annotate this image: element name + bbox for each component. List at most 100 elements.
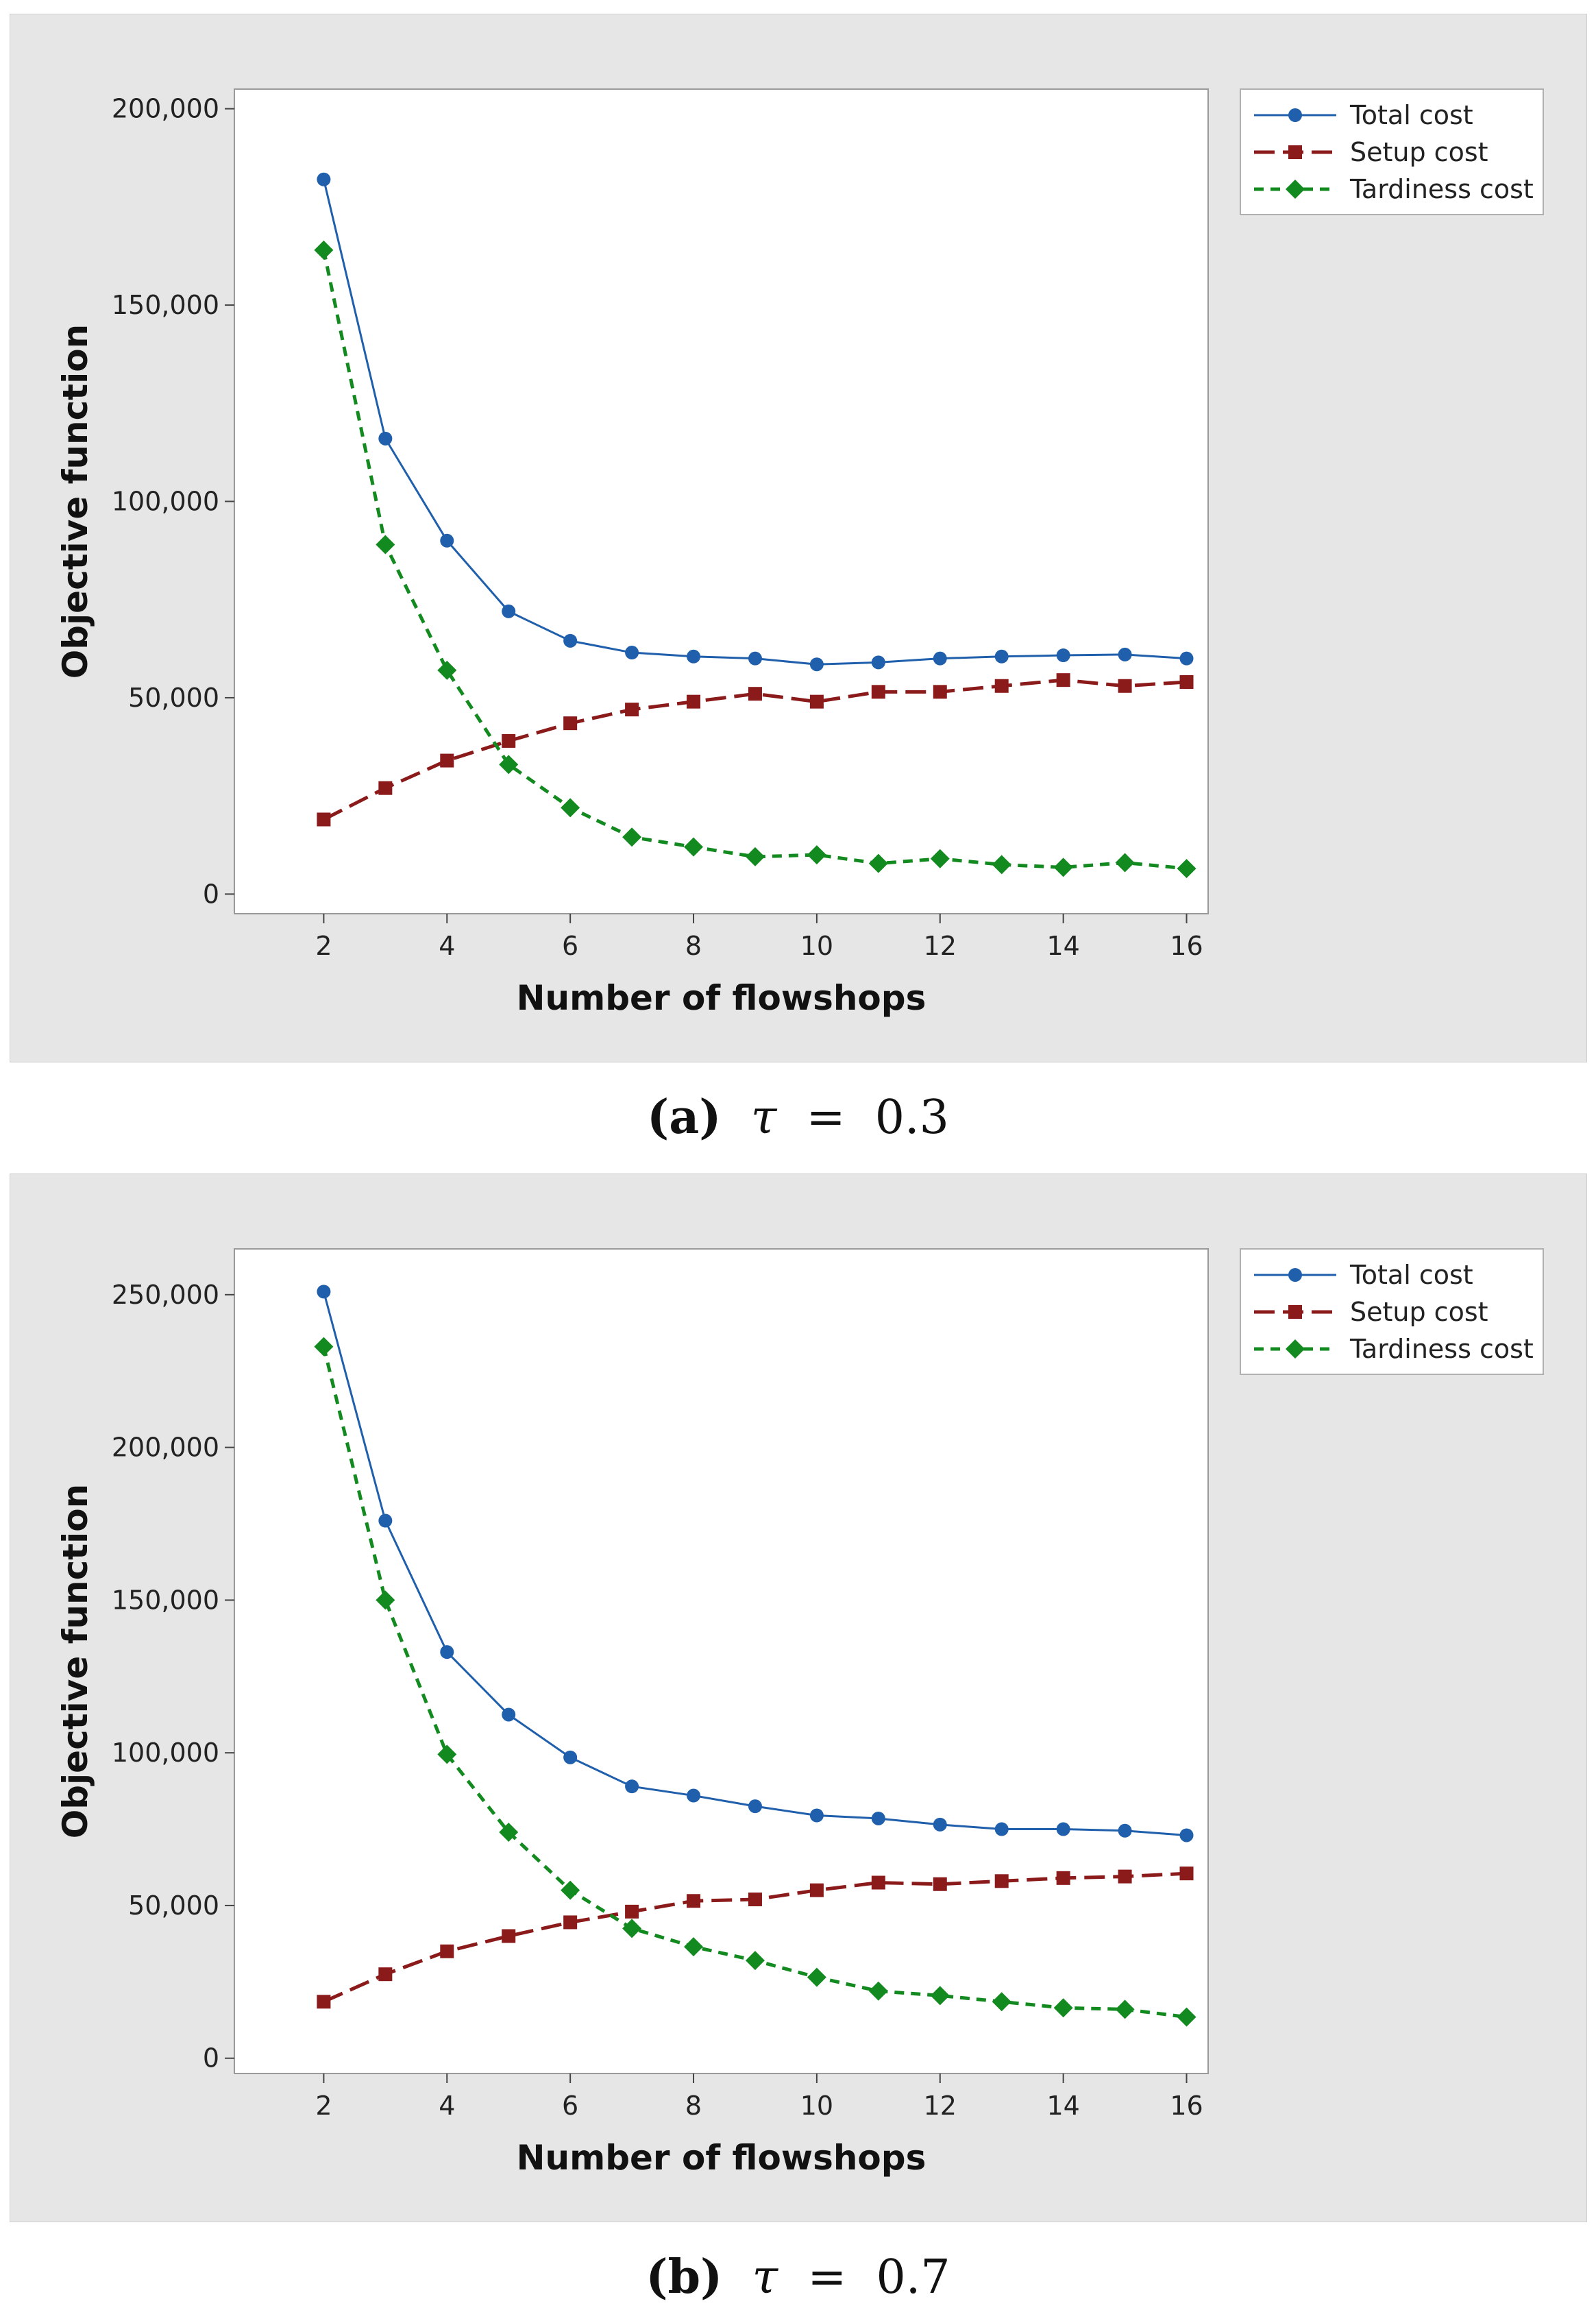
x-tick-label: 14 xyxy=(1046,931,1079,961)
y-axis-title: Objective function xyxy=(56,1484,95,1839)
data-point-total-cost xyxy=(317,172,331,186)
series-line-tardiness-cost xyxy=(321,250,1187,871)
x-tick-label: 12 xyxy=(924,2091,957,2121)
x-tick-label: 14 xyxy=(1046,2091,1079,2121)
data-point-total-cost xyxy=(1118,1823,1132,1838)
legend-label: Total cost xyxy=(1349,1260,1473,1290)
data-point-tardiness-cost xyxy=(807,845,826,865)
data-point-total-cost xyxy=(1056,1822,1070,1836)
y-tick-label: 200,000 xyxy=(112,1433,219,1463)
data-point-setup-cost xyxy=(809,694,824,709)
plot-area xyxy=(234,1248,1209,2074)
legend-marker xyxy=(1288,145,1302,159)
data-point-tardiness-cost xyxy=(314,1337,334,1357)
data-point-total-cost xyxy=(440,533,454,548)
legend-label: Setup cost xyxy=(1350,137,1488,167)
y-tick-label: 150,000 xyxy=(112,1585,219,1615)
caption-b-label: (b) xyxy=(646,2250,723,2304)
legend-marker xyxy=(1288,1305,1302,1319)
x-tick-label: 8 xyxy=(685,931,702,961)
data-point-tardiness-cost xyxy=(992,1992,1011,2012)
data-point-total-cost xyxy=(625,1779,639,1794)
data-point-setup-cost xyxy=(748,687,762,701)
data-point-total-cost xyxy=(625,646,639,660)
caption-b-equals: = xyxy=(807,2250,847,2304)
caption-a-label: (a) xyxy=(647,1090,722,1145)
data-point-setup-cost xyxy=(502,733,516,748)
data-point-setup-cost xyxy=(933,1877,947,1891)
y-tick-label: 0 xyxy=(203,2043,219,2073)
series-line-setup-cost xyxy=(323,678,1187,821)
legend-label: Tardiness cost xyxy=(1349,174,1534,204)
x-tick-label: 10 xyxy=(800,931,833,961)
y-tick-label: 50,000 xyxy=(128,683,219,713)
data-point-total-cost xyxy=(748,651,762,666)
caption-a-symbol: τ xyxy=(750,1091,777,1145)
data-point-total-cost xyxy=(563,1750,578,1764)
data-point-setup-cost xyxy=(1179,1866,1194,1881)
y-tick-label: 150,000 xyxy=(112,290,219,320)
data-point-setup-cost xyxy=(1056,673,1070,688)
x-tick-label: 6 xyxy=(562,931,578,961)
data-point-tardiness-cost xyxy=(376,1590,395,1610)
data-point-setup-cost xyxy=(687,1894,701,1908)
data-point-total-cost xyxy=(933,651,947,666)
chart-panel-b: 0 50,000 100,000 150,000 200,000 250,000 2 4 6 8 1… xyxy=(10,1173,1587,2222)
data-point-setup-cost xyxy=(317,1995,331,2009)
data-point-total-cost xyxy=(502,1707,516,1722)
legend-marker xyxy=(1286,180,1305,199)
data-point-total-cost xyxy=(871,1811,885,1825)
data-point-setup-cost xyxy=(378,781,393,795)
data-point-tardiness-cost xyxy=(314,240,334,260)
data-point-tardiness-cost xyxy=(1177,2007,1196,2027)
y-tick-label: 100,000 xyxy=(112,487,219,517)
data-point-total-cost xyxy=(378,431,393,446)
x-tick-label: 10 xyxy=(800,2091,833,2121)
data-point-setup-cost xyxy=(933,685,947,699)
data-point-tardiness-cost xyxy=(745,847,765,866)
data-point-tardiness-cost xyxy=(930,849,950,868)
legend-label: Total cost xyxy=(1349,100,1473,130)
line-chart-b: 0 50,000 100,000 150,000 200,000 250,000 2 4 6 8 1… xyxy=(56,1248,1544,2178)
x-tick-label: 12 xyxy=(924,931,957,961)
chart-panel-a: 0 50,000 100,000 150,000 200,000 2 4 6 8 10 12 14 16… xyxy=(10,14,1587,1062)
data-point-setup-cost xyxy=(378,1967,393,1982)
legend-label: Tardiness cost xyxy=(1349,1334,1534,1364)
data-point-tardiness-cost xyxy=(1053,1998,1073,2018)
data-point-tardiness-cost xyxy=(376,535,395,555)
data-point-setup-cost xyxy=(1118,679,1132,693)
data-point-setup-cost xyxy=(871,1875,885,1890)
data-point-setup-cost xyxy=(994,1874,1009,1888)
data-point-total-cost xyxy=(1179,1828,1194,1842)
y-axis-title: Objective function xyxy=(56,324,95,679)
caption-a-equals: = xyxy=(806,1091,846,1145)
x-tick-label: 16 xyxy=(1170,2091,1203,2121)
data-point-setup-cost xyxy=(687,694,701,709)
data-point-tardiness-cost xyxy=(622,827,642,847)
data-point-total-cost xyxy=(687,1788,701,1803)
data-point-setup-cost xyxy=(625,703,639,717)
y-tick-label: 50,000 xyxy=(128,1890,219,1921)
legend-marker xyxy=(1288,108,1302,122)
data-point-tardiness-cost xyxy=(437,1744,457,1764)
y-tick-label: 100,000 xyxy=(112,1738,219,1768)
x-tick-label: 8 xyxy=(685,2091,702,2121)
data-point-total-cost xyxy=(809,657,824,672)
data-point-setup-cost xyxy=(871,685,885,699)
data-point-tardiness-cost xyxy=(1053,858,1073,877)
data-point-total-cost xyxy=(440,1645,454,1659)
data-point-tardiness-cost xyxy=(684,1937,704,1957)
caption-b: (b) τ = 0.7 xyxy=(0,2250,1596,2304)
data-point-setup-cost xyxy=(440,753,454,768)
data-point-total-cost xyxy=(1179,651,1194,666)
data-point-setup-cost xyxy=(563,716,578,731)
data-point-tardiness-cost xyxy=(930,1986,950,2006)
x-axis-title: Number of flowshops xyxy=(517,2138,926,2178)
data-point-tardiness-cost xyxy=(1115,1999,1135,2019)
data-point-tardiness-cost xyxy=(745,1951,765,1971)
data-point-setup-cost xyxy=(1056,1871,1070,1885)
x-tick-label: 2 xyxy=(315,931,332,961)
data-point-tardiness-cost xyxy=(684,837,704,857)
data-point-tardiness-cost xyxy=(561,1880,580,1900)
data-point-tardiness-cost xyxy=(807,1967,826,1987)
